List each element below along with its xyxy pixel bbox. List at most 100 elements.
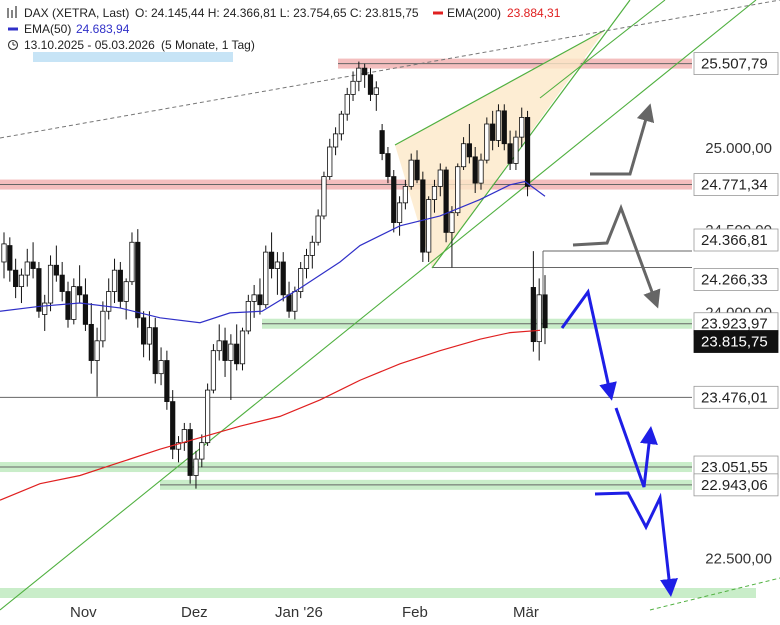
candle-body-up [245,300,251,332]
candle [321,171,327,220]
candle-body-up [350,80,356,95]
clock-icon [7,39,19,51]
candle [222,327,228,377]
price-level-label: 23.923,97 [701,316,768,333]
candle-body-up [303,255,310,269]
candle [542,275,548,345]
candle-body-down [391,176,397,223]
candle [524,110,531,197]
candle-body-down [472,156,478,184]
forecast-blue-arrow-3 [594,491,678,597]
candle [426,196,432,262]
candle-body-up [193,458,199,476]
candle-body-up [298,268,304,292]
candle-body-up [239,330,246,365]
candle-body-down [77,286,83,296]
candle [158,347,164,386]
candle [239,327,246,371]
candle [111,258,118,304]
candle-body-up [47,264,54,304]
candle-body-down [507,143,513,164]
forecast-down-arrow [572,203,661,309]
candle [530,251,536,352]
candle-body-down [466,143,472,158]
candle [210,344,217,394]
candle-body-down [286,294,292,312]
candle [396,196,403,236]
candle-body-up [251,294,257,302]
legend-ema50-value: 24.683,94 [76,22,130,36]
candle [490,110,496,151]
dashed-trendline-lower [649,577,780,611]
candle-body-up [327,146,333,177]
candle [356,61,362,92]
zones-layer [0,58,756,598]
candle-body-up [123,281,129,302]
candle [379,124,385,161]
candle-body-up [42,302,48,315]
candle [36,261,42,318]
legend-highlight [33,52,233,62]
candle-body-down [59,274,65,292]
price-level-label-box [693,173,779,196]
candle-body-down [88,323,94,361]
candle-body-down [222,340,228,361]
ema200-line [0,329,541,501]
candle-body-up [484,123,490,161]
candles-layer [1,61,548,489]
candle-body-down [443,169,449,233]
candle-body-down [152,327,158,375]
candle [106,278,112,320]
candle-body-up [100,310,106,342]
y-tick-label: 25.000,00 [705,140,772,157]
candle-body-up [18,274,25,288]
candle [449,206,455,268]
candle-body-up [199,442,205,460]
candle [175,436,182,463]
x-axis: Nov Dez Jan '26 Feb Mär [70,604,539,621]
candle [65,281,71,328]
candle-body-down [82,294,89,325]
candle-body-down [501,110,507,145]
candle [286,281,292,318]
candle [437,163,443,197]
support-zone-bottom [0,588,756,598]
candle-body-up [106,291,112,312]
candle-body-down [280,261,286,296]
candle [495,104,502,147]
candle-body-up [332,133,339,148]
candle [455,163,461,216]
candle [42,294,48,331]
candle [181,422,187,451]
candle [59,261,65,302]
candle-body-down [385,153,391,177]
candle-body-up [158,360,164,375]
candle-body-up [24,261,30,276]
candle [362,63,368,88]
legend-period: (5 Monate, 1 Tag) [161,38,255,52]
price-level-label-box [693,330,779,353]
candle [100,301,106,348]
price-level-label: 23.051,55 [701,459,768,476]
candle [24,248,30,287]
wedge-upper-line [394,29,606,146]
candle-body-down [141,317,147,345]
candle-body-down [530,287,536,343]
candle-body-up [111,269,118,292]
candle-body-up [344,94,350,115]
candle-body-up [536,294,542,343]
candle-body-up [315,215,321,243]
candle [507,130,513,170]
candle-body-up [449,212,455,233]
y-tick-label: 22.500,00 [705,551,772,568]
candle [193,450,199,489]
candle [1,232,7,279]
candle-body-down [30,261,36,269]
candle-body-up [321,176,327,217]
candle [13,258,19,299]
candle-body-up [460,143,467,168]
candle-body-down [234,343,240,365]
labels-layer: 25.000,0024.500,0024.000,0022.500,0025.5… [693,52,779,568]
candle [367,68,374,102]
forecast-layer [560,103,678,597]
